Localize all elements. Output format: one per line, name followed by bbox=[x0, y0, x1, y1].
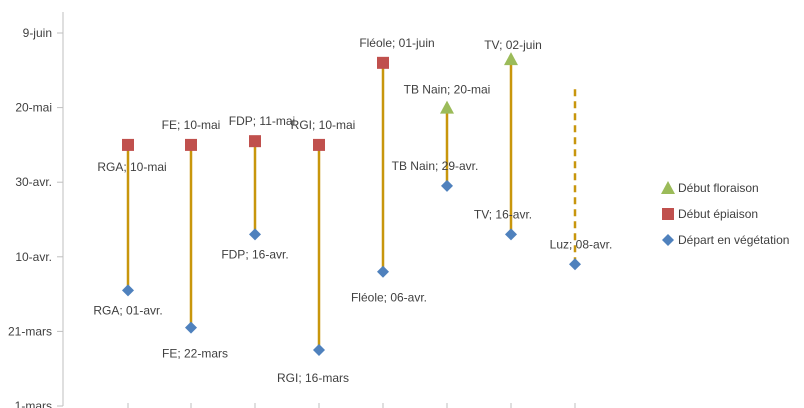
data-label: TV; 02-juin bbox=[484, 38, 542, 52]
legend-flowering-marker bbox=[661, 181, 675, 194]
legend: Début floraison Début épiaison Départ en v… bbox=[661, 181, 789, 247]
data-label: Fléole; 06-avr. bbox=[351, 291, 427, 305]
data-label: TV; 16-avr. bbox=[474, 207, 532, 221]
data-label: FDP; 11-mai bbox=[229, 114, 295, 128]
data-label: TB Nain; 29-avr. bbox=[392, 159, 479, 173]
data-label: FE; 22-mars bbox=[162, 347, 228, 361]
connector-lines bbox=[126, 59, 577, 351]
y-tick-label: 10-avr. bbox=[15, 250, 52, 264]
data-label: RGA; 10-mai bbox=[97, 160, 166, 174]
data-label: FE; 10-mai bbox=[162, 118, 221, 132]
y-tick-label: 20-mai bbox=[15, 101, 52, 115]
vegetation-start-marker bbox=[377, 265, 389, 278]
y-tick-label: 30-avr. bbox=[15, 175, 52, 189]
legend-label: Départ en végétation bbox=[678, 233, 789, 247]
vegetation-start-marker bbox=[313, 344, 325, 357]
data-label: RGI; 16-mars bbox=[277, 371, 349, 385]
y-tick-label: 21-mars bbox=[8, 324, 52, 338]
data-label: RGA; 01-avr. bbox=[93, 303, 162, 317]
vegetation-start-marker bbox=[569, 258, 581, 271]
data-label: TB Nain; 20-mai bbox=[404, 83, 491, 97]
flowering-marker bbox=[440, 100, 454, 114]
legend-vegetation-start-marker bbox=[662, 234, 674, 246]
data-label: RGI; 10-mai bbox=[291, 118, 356, 132]
vegetation-start-marker bbox=[441, 179, 453, 192]
x-axis-ticks bbox=[127, 403, 576, 408]
y-tick-label: 1-mars bbox=[15, 399, 52, 408]
vegetation-start-marker bbox=[122, 284, 134, 297]
legend-label: Début floraison bbox=[678, 181, 759, 195]
data-labels: TB Nain; 20-mai TV; 02-juin RGA; 10-mai FE;… bbox=[93, 36, 612, 385]
vegetation-start-marker bbox=[505, 228, 517, 241]
legend-label: Début épiaison bbox=[678, 207, 758, 221]
heading-marker bbox=[377, 56, 389, 69]
data-label: FDP; 16-avr. bbox=[221, 247, 288, 261]
heading-marker bbox=[185, 138, 197, 151]
flowering-marker bbox=[504, 52, 518, 66]
y-axis-ticks: 1-mars 21-mars 10-avr. 30-avr. 20-mai 9-juin bbox=[8, 26, 63, 408]
data-label: Luz; 08-avr. bbox=[550, 237, 613, 251]
legend-heading-marker bbox=[662, 208, 674, 220]
data-label: Fléole; 01-juin bbox=[359, 36, 434, 50]
data-markers bbox=[122, 52, 581, 357]
heading-marker bbox=[249, 135, 261, 148]
vegetation-start-marker bbox=[185, 321, 197, 334]
heading-marker bbox=[313, 138, 325, 151]
y-tick-label: 9-juin bbox=[23, 26, 52, 40]
vegetation-start-marker bbox=[249, 228, 261, 241]
heading-marker bbox=[122, 138, 134, 151]
